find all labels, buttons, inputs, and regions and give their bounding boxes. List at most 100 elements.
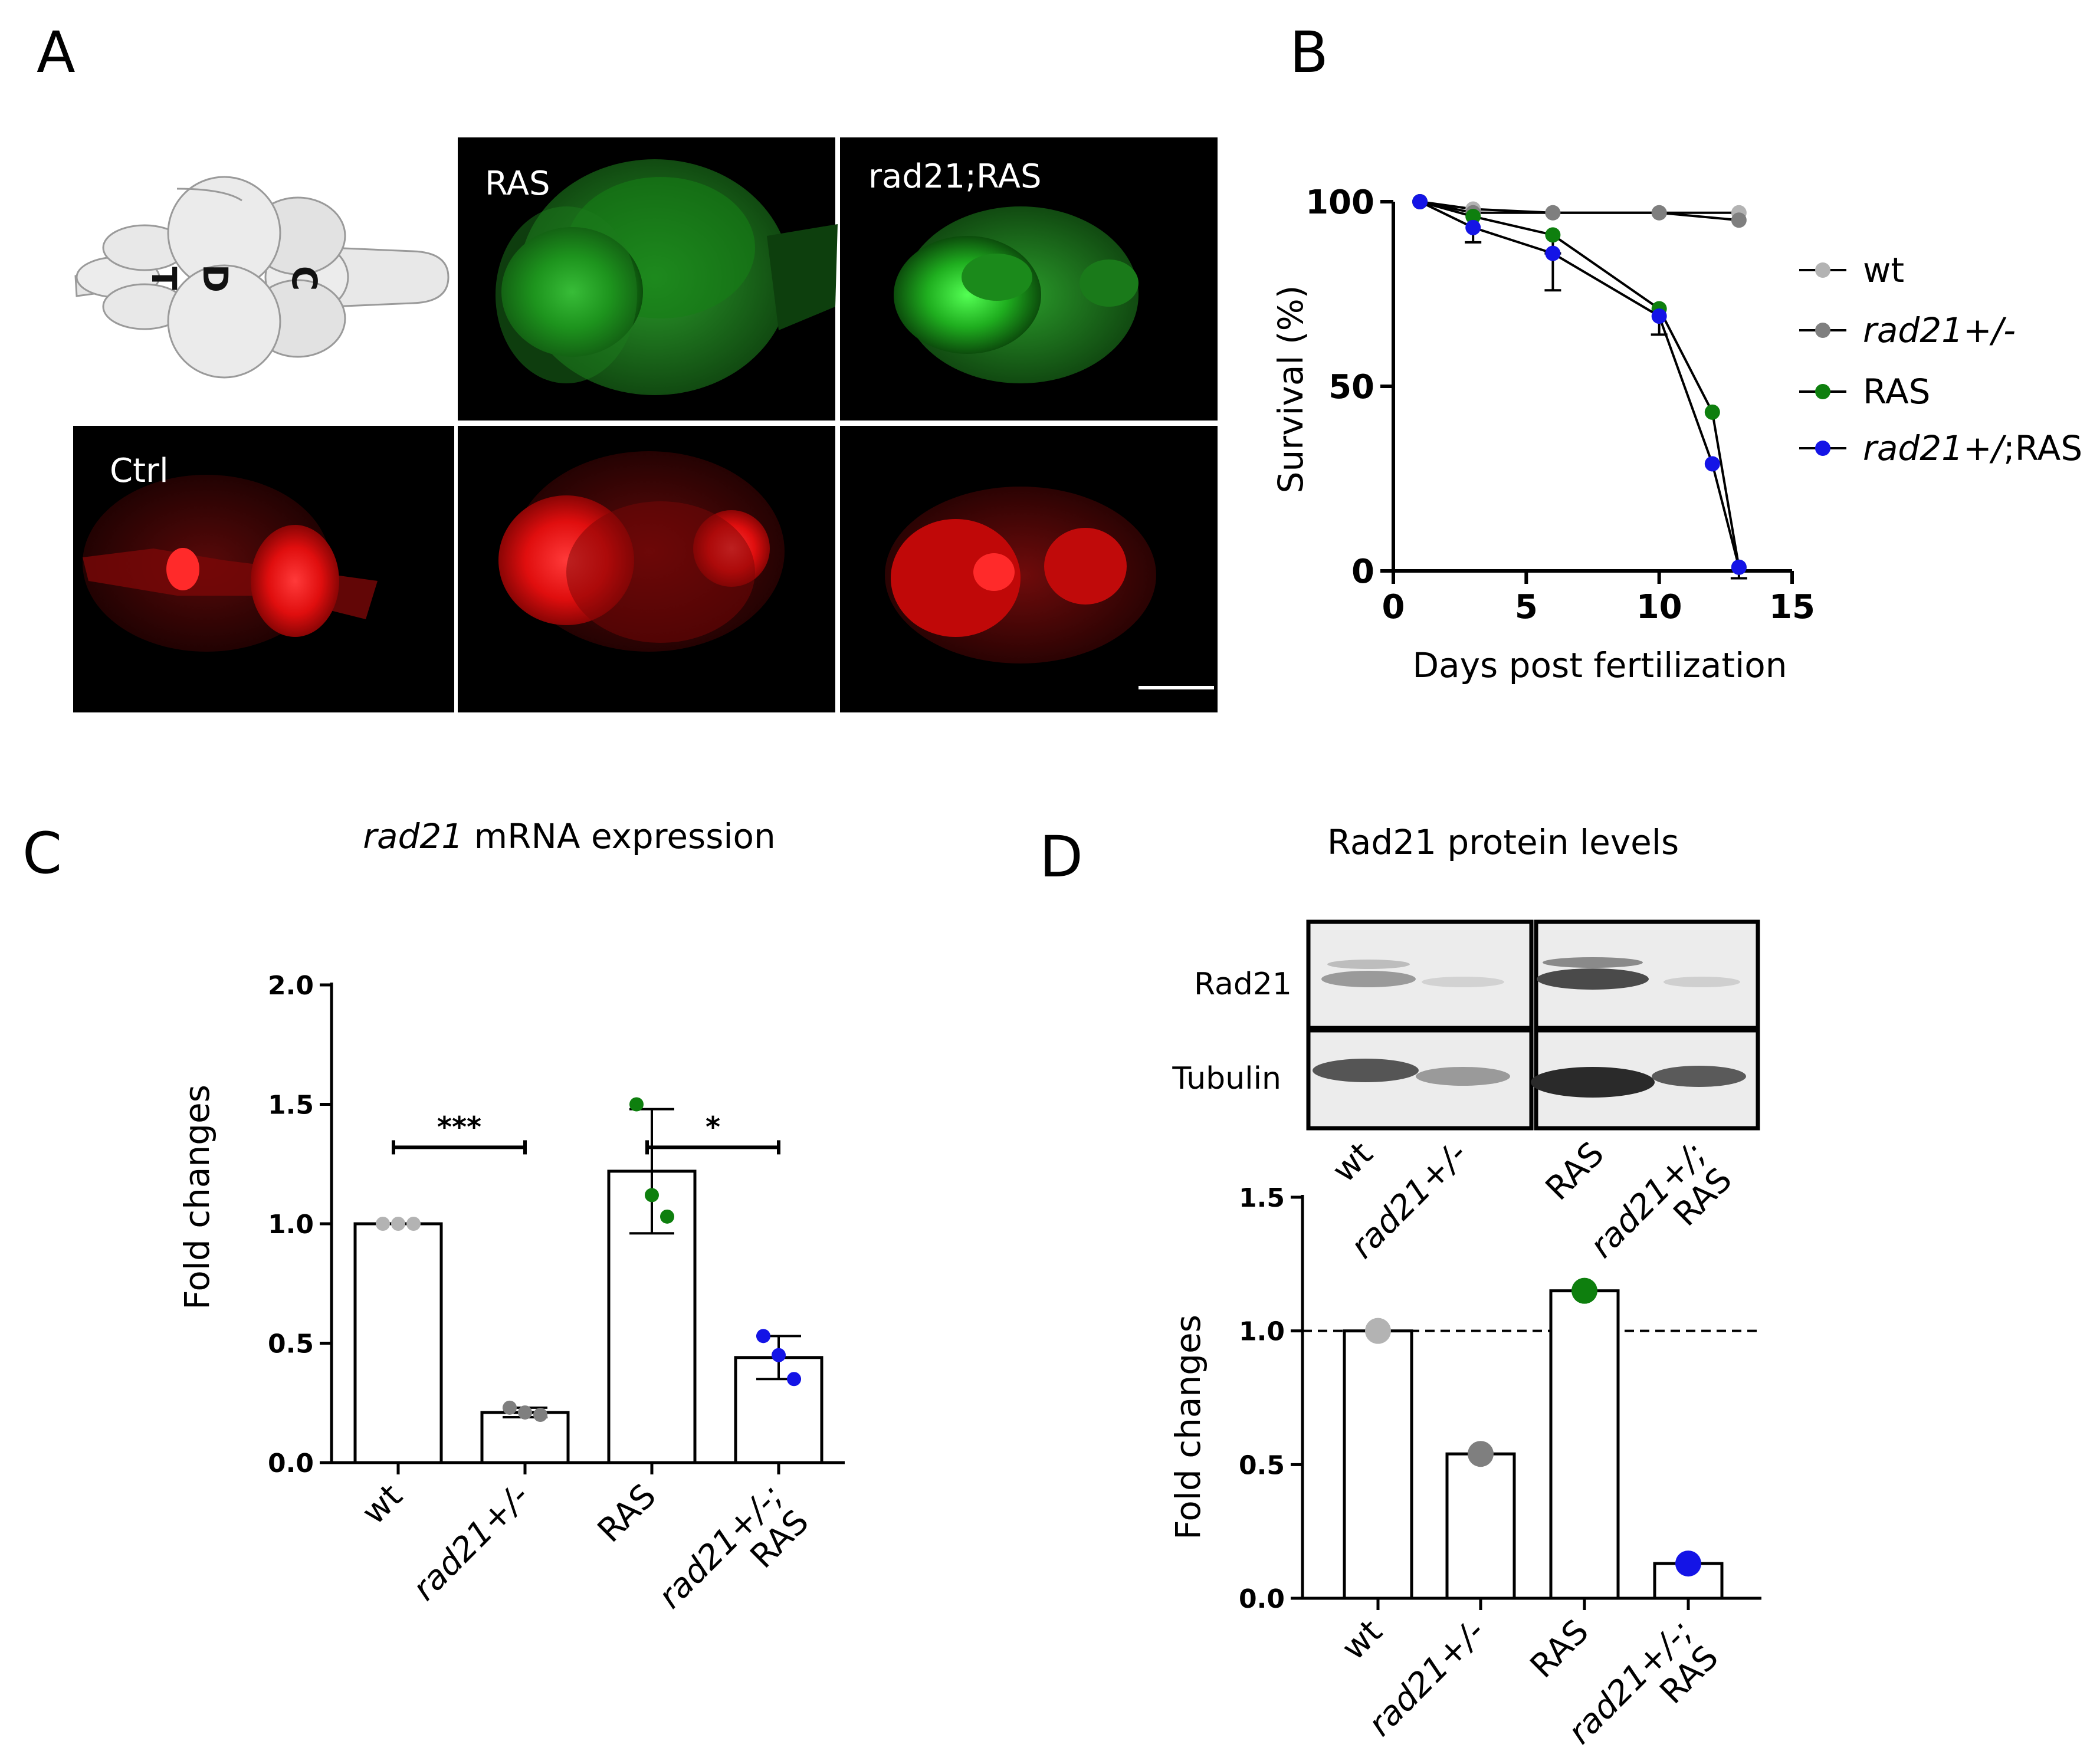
replicate-point-rad21: [533, 1408, 547, 1422]
data-point-rad21-ras: [1545, 245, 1561, 261]
legend-label-plain: ;RAS: [2003, 428, 2082, 468]
panel-c-title: rad21 mRNA expression: [363, 816, 776, 856]
y-tick-label: 0.0: [268, 1448, 314, 1479]
x-tick-label-wt: wt: [355, 1477, 410, 1532]
legend-label-ras: RAS: [1863, 372, 1930, 412]
label-line: wt: [355, 1477, 410, 1532]
protein-marks: [1302, 1277, 1761, 1600]
replicate-point-ras: [629, 1097, 644, 1112]
significance-label: ***: [437, 1111, 481, 1144]
schematic-label-t: T: [144, 267, 184, 290]
label-line: RAS: [1538, 1135, 1612, 1208]
y-tick-label: 0.0: [1239, 1584, 1285, 1614]
survival-marks: [1412, 194, 1747, 580]
replicate-point-rad21-ras: [772, 1348, 786, 1362]
label-line: rad21+/-: [405, 1477, 537, 1608]
x-tick-label: 5: [1515, 588, 1538, 626]
brain-schematic: T D C: [74, 176, 450, 379]
mean-point-rad21-ras: [1675, 1551, 1701, 1577]
series-line-ras: [1419, 201, 1740, 568]
schematic-label-c: C: [284, 266, 324, 291]
replicate-point-rad21-ras: [756, 1329, 770, 1343]
y-tick-label: 1.5: [268, 1090, 314, 1121]
blot-label-rad21: Rad21: [1194, 967, 1292, 1002]
y-tick-label: 0.5: [268, 1329, 314, 1359]
survival-chart: 0 50 100 0 5 10 15 wt rad21+/- RAS rad21+/;RAS D…: [1271, 183, 2082, 685]
y-tick-label: 1.5: [1239, 1183, 1285, 1213]
micrograph-ras-red: [458, 426, 835, 712]
data-point-rad21: [1731, 212, 1747, 228]
x-tick-label: 0: [1382, 588, 1405, 626]
replicate-point-rad21: [518, 1405, 532, 1420]
schematic-label-d: D: [195, 264, 235, 293]
x-tick-label-wt: wt: [1334, 1612, 1390, 1668]
bar-ras: [1549, 1289, 1620, 1600]
y-tick-label: 50: [1328, 368, 1374, 406]
data-point-rad21-ras: [1651, 308, 1667, 324]
data-point-rad21: [1545, 205, 1561, 221]
micro-label-ras: RAS: [485, 165, 550, 203]
legend-label-rad21: rad21+/-: [1863, 310, 2016, 350]
legend-marker-ras: [1815, 384, 1830, 399]
micrograph-rad21-ras-red: [840, 426, 1218, 712]
replicate-point-rad21-ras: [787, 1372, 801, 1387]
data-point-ras: [1465, 209, 1481, 225]
panel-letter-d: D: [1039, 824, 1083, 890]
panel-c-title-rest: mRNA expression: [463, 816, 776, 856]
label-line: RAS: [590, 1477, 664, 1550]
data-point-rad21-ras: [1731, 559, 1747, 575]
replicate-point-ras: [645, 1188, 659, 1203]
panel-c-title-italic: rad21: [363, 816, 463, 856]
legend-marker-wt: [1815, 262, 1830, 278]
data-point-rad21-ras: [1412, 194, 1428, 209]
micrograph-ctrl-red: Ctrl: [73, 426, 454, 712]
panel-d-title: Rad21 protein levels: [1327, 822, 1679, 862]
label-line: wt: [1325, 1135, 1380, 1190]
mrna-marks: *** *: [353, 1097, 823, 1464]
blot-lane-label-wt: wt: [1325, 1135, 1380, 1190]
panel-letter-a: A: [37, 19, 76, 86]
blot-lane-label-ras: RAS: [1538, 1135, 1612, 1208]
legend-marker-rad21-ras: [1815, 441, 1830, 456]
x-tick-label-rad21-ras: rad21+/-;RAS: [651, 1477, 816, 1642]
y-tick-label: 100: [1305, 183, 1374, 222]
y-tick-label: 1.0: [1239, 1317, 1285, 1347]
replicate-point-wt: [376, 1217, 390, 1231]
x-tick-label-ras: RAS: [1523, 1612, 1596, 1686]
blot-label-tubulin: Tubulin: [1172, 1061, 1281, 1096]
panel-letter-c: C: [22, 820, 62, 886]
x-tick-label: 10: [1636, 588, 1682, 626]
bar-rad21: [1445, 1452, 1516, 1600]
replicate-point-wt: [406, 1217, 421, 1231]
legend-label-wt: wt: [1863, 250, 1904, 290]
y-tick-label: 0: [1351, 553, 1374, 591]
micrograph-rad21-ras-green: rad21;RAS: [840, 137, 1218, 421]
bar-wt: [1343, 1329, 1413, 1600]
survival-axes: 0 50 100 0 5 10 15: [1305, 183, 1815, 626]
series-line-rad21-ras: [1419, 201, 1740, 568]
x-tick-label-ras: RAS: [590, 1477, 664, 1550]
replicate-point-wt: [391, 1217, 405, 1231]
data-point-ras: [1704, 404, 1720, 420]
x-tick-label: 15: [1769, 588, 1815, 626]
micro-label-rad21-ras: rad21;RAS: [868, 157, 1042, 196]
significance-label: *: [706, 1111, 720, 1144]
mean-point-ras: [1571, 1277, 1597, 1304]
legend-marker-rad21: [1815, 323, 1830, 338]
micrograph-ras-green: RAS: [458, 137, 838, 421]
data-point-rad21: [1651, 205, 1667, 221]
legend-label-italic: rad21+/: [1863, 428, 2007, 468]
survival-y-axis-label: Survival (%): [1271, 285, 1311, 494]
data-point-rad21-ras: [1704, 456, 1720, 472]
panel-letter-b: B: [1290, 19, 1328, 86]
legend-label-rad21-ras: rad21+/;RAS: [1863, 428, 2082, 468]
data-point-ras: [1545, 227, 1561, 243]
protein-y-axis-label: Fold changes: [1168, 1315, 1208, 1540]
survival-legend: wt rad21+/- RAS rad21+/;RAS: [1799, 250, 2082, 468]
micro-label-ctrl: Ctrl: [110, 452, 169, 490]
replicate-point-rad21: [503, 1400, 517, 1415]
